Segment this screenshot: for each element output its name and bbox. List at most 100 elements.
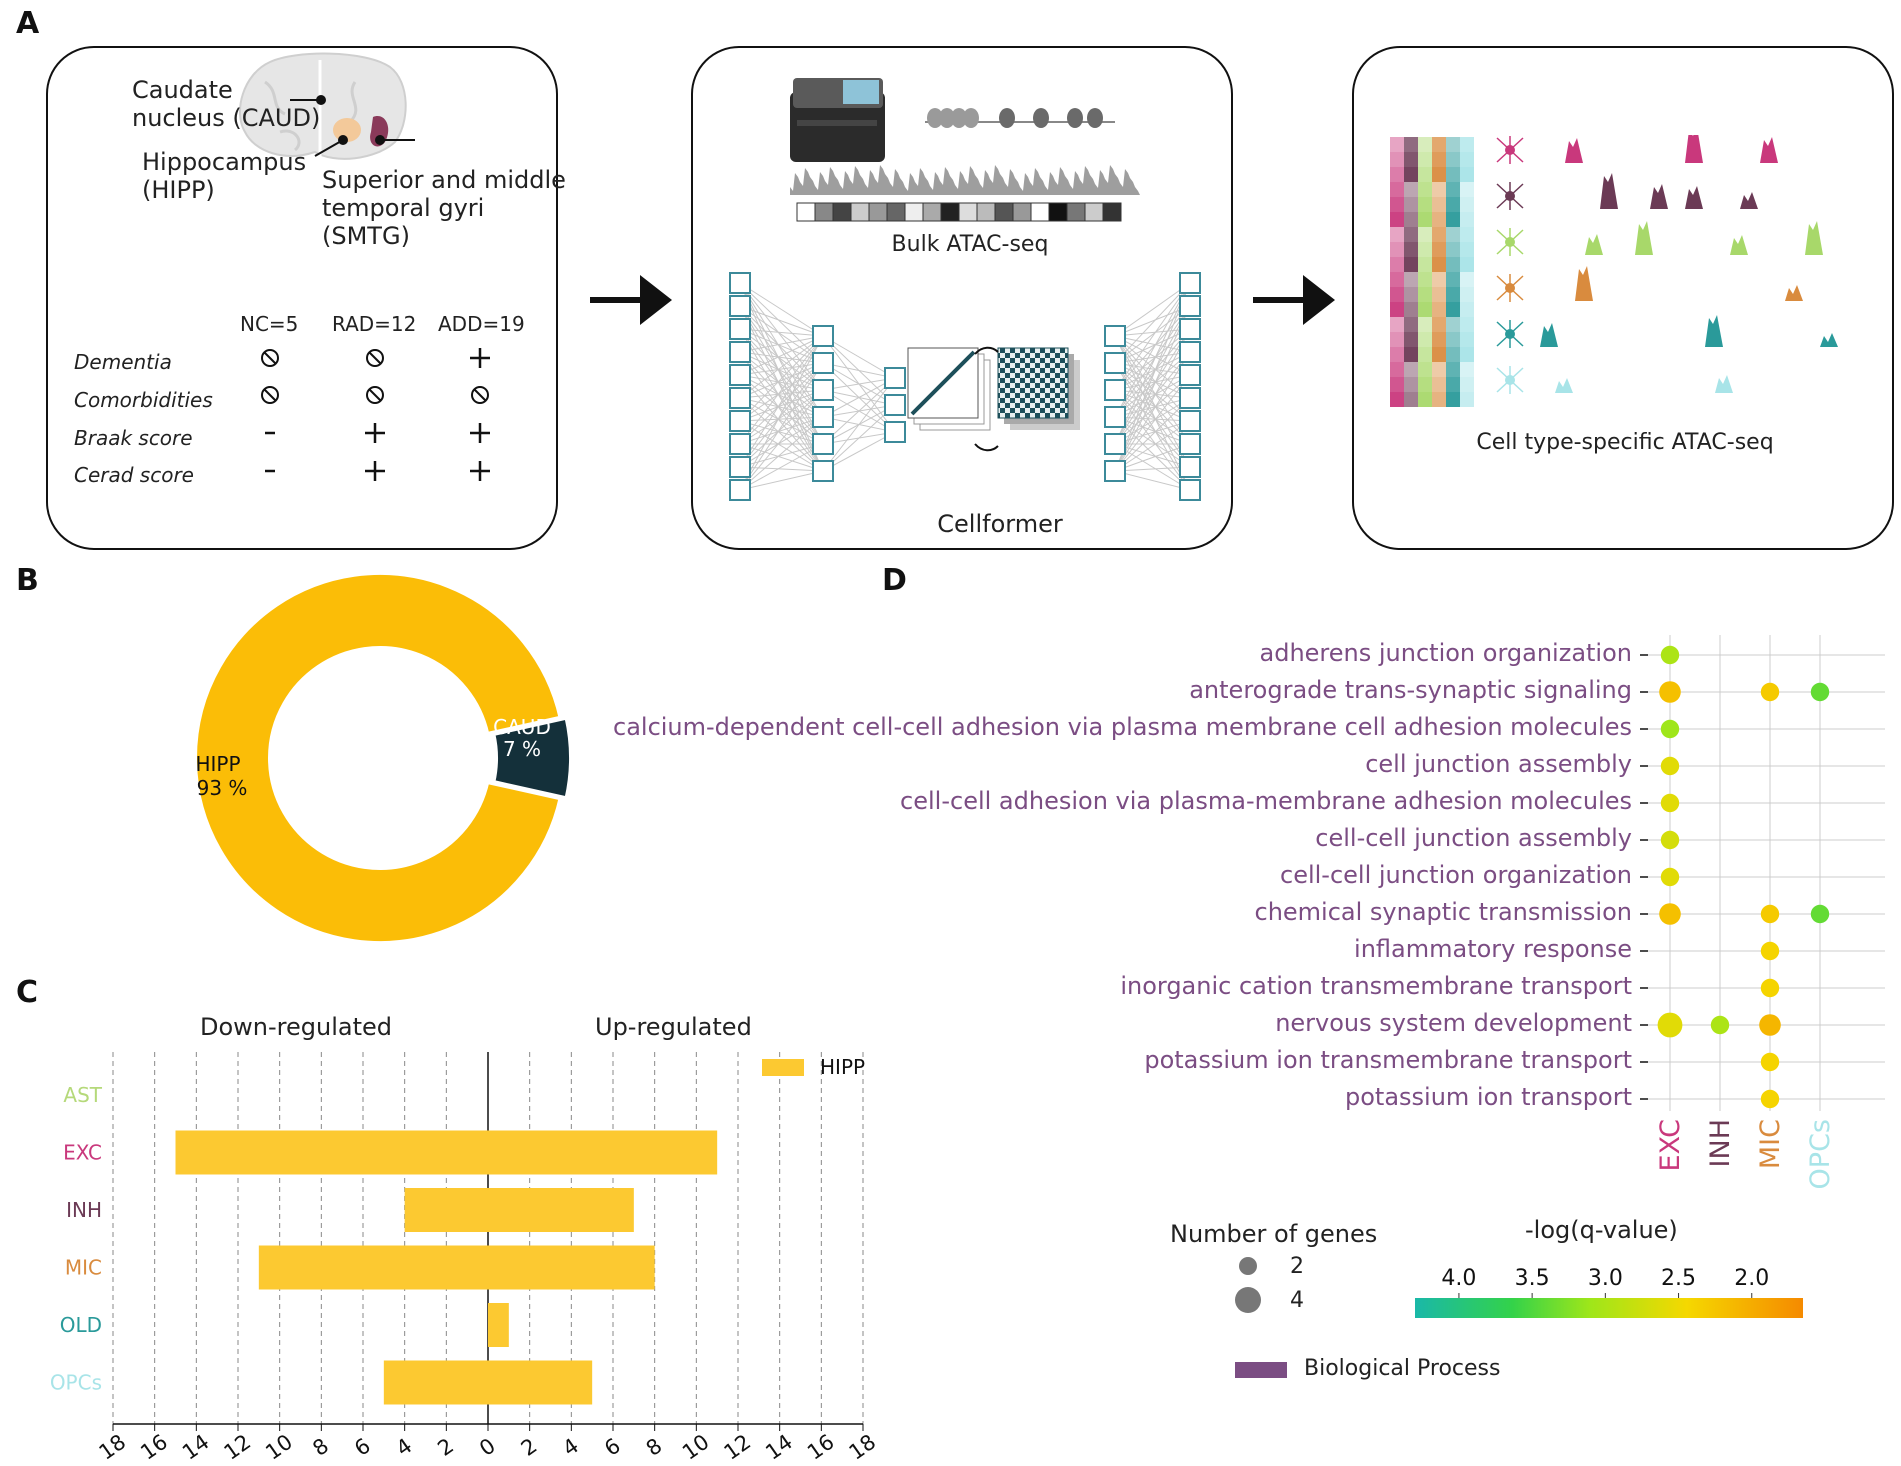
bulk-atac-illustration: [790, 78, 1140, 222]
bulk-heat-cell: [796, 202, 816, 222]
colorbar: 4.0 3.5 3.0 2.5 2.0: [1415, 1266, 1803, 1318]
network-edge: [739, 335, 824, 353]
network-edge: [739, 282, 824, 391]
network-edge: [1114, 374, 1191, 418]
sequencer-icon: [790, 78, 885, 162]
celltype-heat-cell: [1446, 242, 1460, 257]
table-cell-none: [366, 386, 384, 404]
network-edge: [1114, 328, 1191, 445]
celltype-heat-cell: [1432, 167, 1446, 182]
table-row-label: Braak score: [74, 426, 193, 450]
dot-mic: [1760, 1052, 1780, 1072]
table-cell-plus: [365, 461, 385, 481]
network-edge: [739, 328, 824, 337]
network-node: [1104, 433, 1126, 455]
dot-mic: [1760, 978, 1780, 998]
bulk-signal-path: [790, 165, 1140, 195]
celltype-heat-cell: [1418, 137, 1432, 152]
network-edge: [1114, 397, 1191, 472]
network-edge: [1114, 374, 1191, 391]
dot-inh: [1710, 1015, 1730, 1035]
celltype-heat-cell: [1404, 317, 1418, 332]
network-edge: [739, 416, 824, 468]
legend-swatch-hipp: [762, 1059, 804, 1076]
network-edge: [739, 416, 824, 422]
network-edge: [1114, 362, 1191, 399]
celltype-atac-illustration: [1390, 135, 1838, 407]
network-edge: [739, 362, 824, 445]
bar-inh: [404, 1188, 634, 1232]
x-tick-label: 14: [178, 1430, 214, 1460]
celltype-heat-cell: [1460, 212, 1474, 227]
network-edge: [1114, 335, 1191, 376]
network-edge: [739, 420, 824, 445]
x-tick-label: 2: [433, 1434, 458, 1460]
go-term-label: calcium-dependent cell-cell adhesion via…: [613, 713, 1632, 741]
network-node: [1179, 341, 1201, 363]
celltype-heat-cell: [1404, 137, 1418, 152]
network-edge: [739, 416, 824, 445]
table-row-label: Comorbidities: [74, 388, 213, 412]
network-node: [812, 460, 834, 482]
panel-letter-c: C: [16, 975, 39, 1010]
arrow-right-icon: [590, 275, 672, 325]
celltype-heat-cell: [1460, 377, 1474, 392]
network-edge: [1114, 374, 1191, 445]
x-label-mic: MIC: [1755, 1119, 1786, 1169]
celltype-heat-cell: [1390, 377, 1404, 392]
x-tick-label: 10: [678, 1430, 714, 1460]
celltype-heat-cell: [1432, 197, 1446, 212]
network-edge: [822, 377, 896, 391]
celltype-heat-cell: [1446, 347, 1460, 362]
network-edge: [739, 362, 824, 491]
go-term-label: inflammatory response: [1354, 935, 1632, 963]
x-tick-label: 14: [761, 1430, 797, 1460]
network-edge: [739, 397, 824, 472]
bar-mic: [258, 1245, 655, 1290]
dot-mic: [1760, 904, 1780, 924]
celltype-atac-caption: Cell type-specific ATAC-seq: [1476, 430, 1774, 455]
celltype-heat-cell: [1390, 272, 1404, 287]
network-edge: [1114, 397, 1191, 418]
bulk-heat-cell: [832, 202, 852, 222]
network-edge: [1114, 351, 1191, 472]
bulk-heat-cell: [922, 202, 942, 222]
network-edge: [1114, 328, 1191, 337]
cell-icon-dendrite: [1496, 274, 1524, 302]
table-header-rad: RAD=12: [332, 312, 417, 336]
network-edge: [822, 404, 896, 472]
network-edge: [1114, 328, 1191, 418]
celltype-heat-cell: [1418, 317, 1432, 332]
network-edge: [739, 470, 824, 491]
donut-slice-hipp: [193, 571, 563, 945]
celltype-heat-cell: [1460, 302, 1474, 317]
go-term-label: nervous system development: [1275, 1009, 1632, 1037]
dot-opcs: [1810, 682, 1830, 702]
celltype-heat-cell: [1404, 362, 1418, 377]
network-edge: [1114, 282, 1191, 337]
category-label: MIC: [65, 1256, 102, 1280]
network-node: [729, 387, 751, 409]
celltype-heat-cell: [1460, 197, 1474, 212]
celltype-heat-cell: [1460, 227, 1474, 242]
chart-c-left-title: Down-regulated: [200, 1013, 392, 1041]
celltype-heat-cell: [1446, 137, 1460, 152]
cell-icon-dendrite: [1496, 136, 1524, 164]
x-tick-label: 10: [261, 1430, 297, 1460]
celltype-heat-cell: [1390, 332, 1404, 347]
celltype-heat-cell: [1390, 137, 1404, 152]
celltype-heat-cell: [1446, 302, 1460, 317]
x-label-inh: INH: [1705, 1119, 1736, 1167]
x-tick-label: 8: [642, 1434, 667, 1460]
network-edge: [1114, 282, 1191, 418]
region-label-caud: Caudate nucleus (CAUD): [132, 76, 321, 132]
network-edge: [1114, 351, 1191, 445]
table-row-label: Cerad score: [74, 463, 194, 487]
celltype-peak: [1555, 378, 1573, 393]
network-edge: [1114, 470, 1191, 491]
table-header-nc: NC=5: [240, 312, 299, 336]
celltype-peak: [1760, 137, 1778, 163]
table-cell-none: [366, 349, 384, 367]
network-edge: [1114, 282, 1191, 445]
